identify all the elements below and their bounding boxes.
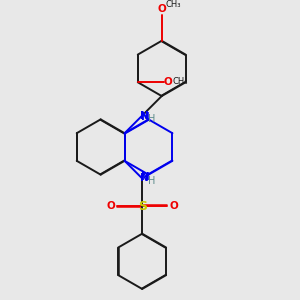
Text: N: N [141,172,150,182]
Text: O: O [169,201,178,211]
Text: N: N [141,112,150,122]
Text: N: N [140,173,148,183]
Text: O: O [157,4,166,14]
Text: H: H [148,176,156,186]
Text: CH₃: CH₃ [166,0,181,9]
Text: H: H [148,114,156,124]
Text: O: O [164,77,172,87]
Text: CH₃: CH₃ [172,77,188,86]
Text: N: N [140,111,148,121]
Text: S: S [138,200,147,213]
Text: O: O [106,201,115,211]
